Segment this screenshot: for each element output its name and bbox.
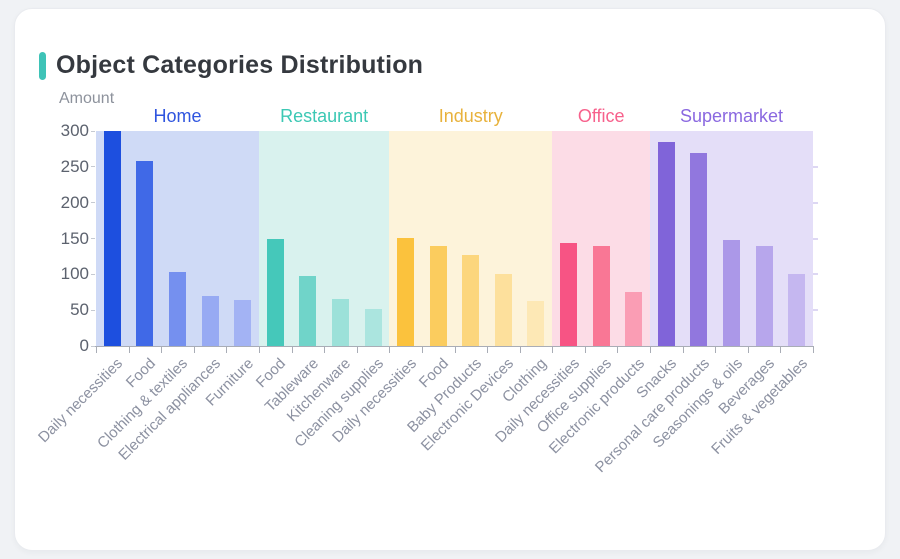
bar-kitchenware[interactable] xyxy=(331,298,349,346)
x-tick-mark xyxy=(128,347,130,353)
bar-fruits-vegetables[interactable] xyxy=(788,273,806,346)
x-tick-mark xyxy=(813,347,814,353)
y-tick-mark xyxy=(91,345,95,347)
y-tick-label: 0 xyxy=(79,336,89,355)
bar-clothing-textiles[interactable] xyxy=(168,272,186,346)
y-tick-mark-right xyxy=(813,237,818,240)
x-tick-mark xyxy=(682,347,684,353)
x-tick-mark xyxy=(161,347,163,353)
bar-office-supplies[interactable] xyxy=(592,245,610,346)
y-tick-mark xyxy=(91,202,95,204)
group-label-home: Home xyxy=(153,106,202,126)
bar-cleaning-supplies[interactable] xyxy=(364,308,382,346)
bar-personal-care-products[interactable] xyxy=(690,152,708,346)
y-tick-mark xyxy=(91,273,95,275)
x-tick-mark xyxy=(96,347,97,353)
x-tick-mark xyxy=(487,347,489,353)
y-tick-label: 50 xyxy=(70,300,89,320)
x-tick-mark xyxy=(584,347,586,353)
bar-food[interactable] xyxy=(429,245,447,346)
bar-electrical-appliances[interactable] xyxy=(201,295,219,346)
group-label-supermarket: Supermarket xyxy=(679,106,784,126)
plot-area: Home Restaurant Industry Office Supermarket xyxy=(96,106,813,346)
x-tick-mark xyxy=(747,347,749,353)
bar-beverages[interactable] xyxy=(755,245,773,346)
x-tick-mark xyxy=(421,347,423,353)
group-label-office: Office xyxy=(577,106,625,126)
x-tick-mark xyxy=(193,347,195,353)
title-accent-bar xyxy=(39,51,46,80)
x-tick-mark xyxy=(780,347,782,353)
x-tick-mark xyxy=(650,347,652,353)
x-tick-mark xyxy=(291,347,293,353)
y-tick-mark xyxy=(91,238,95,239)
y-tick-mark-right xyxy=(813,201,818,204)
bar-baby-products[interactable] xyxy=(462,254,480,346)
x-tick-mark xyxy=(356,347,358,353)
bar-furniture[interactable] xyxy=(234,300,252,346)
x-tick-mark xyxy=(389,347,391,353)
bar-electronic-devices[interactable] xyxy=(494,274,512,346)
x-tick-mark xyxy=(617,347,619,353)
x-tick-mark xyxy=(715,347,717,353)
y-tick-mark xyxy=(91,309,95,311)
group-label-industry: Industry xyxy=(438,106,503,126)
x-tick-mark xyxy=(226,347,228,353)
y-tick-label: 250 xyxy=(60,156,89,176)
y-tick-mark-right xyxy=(813,309,818,312)
bar-daily-necessities[interactable] xyxy=(397,237,415,346)
bar-electronic-products[interactable] xyxy=(625,292,643,346)
y-tick-label: 300 xyxy=(60,121,89,140)
x-tick-mark xyxy=(454,347,456,353)
title-row: Object Categories Distribution xyxy=(39,51,423,80)
y-tick-label: 200 xyxy=(60,192,89,212)
bar-food[interactable] xyxy=(136,161,154,346)
bar-food[interactable] xyxy=(266,239,284,346)
chart-card: Object Categories Distribution Amount Ho… xyxy=(14,8,886,551)
x-tick-mark xyxy=(258,347,260,353)
y-tick-label: 150 xyxy=(60,228,89,248)
x-tick-mark xyxy=(552,347,554,353)
bar-seasonings-oils[interactable] xyxy=(723,239,741,346)
bar-daily-necessities[interactable] xyxy=(560,242,578,346)
bar-chart: Home Restaurant Industry Office Supermarket … xyxy=(15,9,887,552)
x-tick-mark xyxy=(519,347,521,353)
page-title: Object Categories Distribution xyxy=(56,51,424,79)
bar-daily-necessities[interactable] xyxy=(103,131,121,346)
y-tick-mark xyxy=(91,166,95,168)
group-label-restaurant: Restaurant xyxy=(280,106,369,126)
y-tick-mark-right xyxy=(813,273,818,276)
x-tick-mark xyxy=(324,347,326,353)
bar-clothing[interactable] xyxy=(527,300,545,346)
y-tick-label: 100 xyxy=(60,264,89,284)
y-tick-mark xyxy=(91,130,95,132)
bar-tableware[interactable] xyxy=(299,275,317,346)
bar-snacks[interactable] xyxy=(657,142,675,346)
y-axis-name: Amount xyxy=(59,90,115,107)
x-axis-line xyxy=(95,346,814,347)
y-tick-mark-right xyxy=(813,165,818,168)
